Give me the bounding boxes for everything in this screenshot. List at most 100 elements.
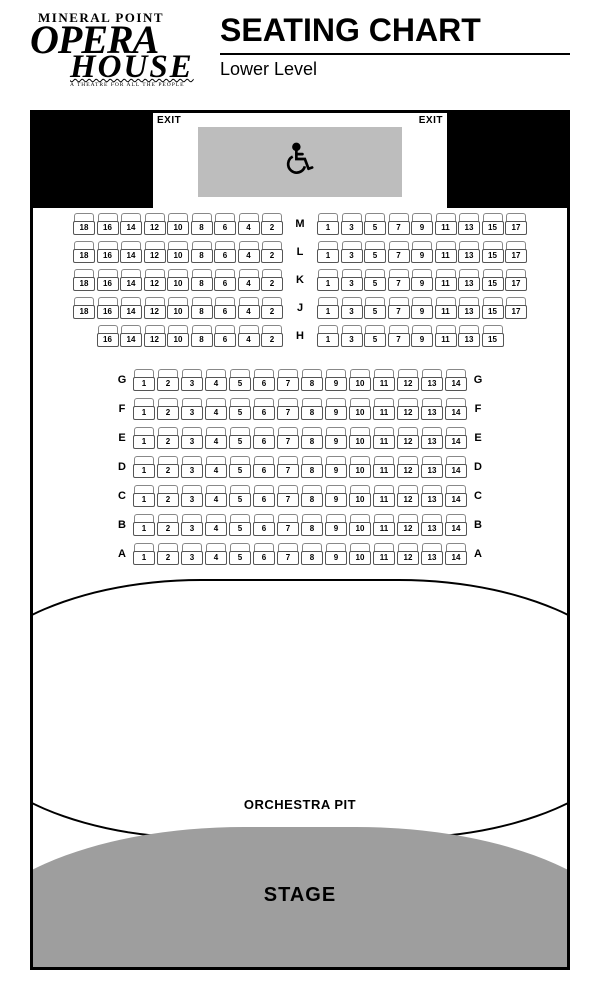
seat: 3 bbox=[341, 241, 363, 263]
seat-number: 3 bbox=[341, 249, 363, 263]
seat-number: 7 bbox=[277, 406, 299, 420]
seat: 7 bbox=[388, 297, 410, 319]
row-left-half: 18161412108642 bbox=[73, 269, 283, 291]
seat-number: 11 bbox=[435, 305, 457, 319]
seat-number: 13 bbox=[458, 249, 480, 263]
seat-number: 5 bbox=[229, 522, 251, 536]
top-left-block bbox=[33, 113, 153, 208]
seat-number: 7 bbox=[277, 464, 299, 478]
seat-number: 3 bbox=[181, 551, 203, 565]
seat-number: 13 bbox=[421, 435, 443, 449]
seat-number: 13 bbox=[421, 522, 443, 536]
seat-number: 11 bbox=[373, 406, 395, 420]
seat-number: 1 bbox=[133, 377, 155, 391]
seat: 3 bbox=[341, 269, 363, 291]
seat-number: 4 bbox=[238, 221, 260, 235]
seat: 3 bbox=[341, 325, 363, 347]
seat-number: 14 bbox=[445, 464, 467, 478]
seat: 11 bbox=[435, 325, 457, 347]
seat-number: 3 bbox=[341, 305, 363, 319]
seat: 12 bbox=[144, 241, 166, 263]
seat-number: 9 bbox=[411, 305, 433, 319]
seat-row: A1234567891011121314A bbox=[115, 543, 485, 565]
row-label: K bbox=[293, 274, 307, 286]
seat-row: 18161412108642J1357911131517 bbox=[73, 297, 527, 319]
row-left-half: 18161412108642 bbox=[73, 213, 283, 235]
seat-number: 12 bbox=[397, 377, 419, 391]
seat: 4 bbox=[238, 213, 260, 235]
seat: 11 bbox=[373, 427, 395, 449]
seat-number: 4 bbox=[205, 464, 227, 478]
seat-number: 15 bbox=[482, 249, 504, 263]
seats-container: 18161412108642M1357911131517181614121086… bbox=[33, 213, 567, 572]
seat-row: C1234567891011121314C bbox=[115, 485, 485, 507]
seat-number: 7 bbox=[388, 221, 410, 235]
seat: 2 bbox=[157, 485, 179, 507]
seat-number: 10 bbox=[349, 435, 371, 449]
seat-number: 5 bbox=[364, 221, 386, 235]
seat-number: 10 bbox=[349, 493, 371, 507]
seat: 11 bbox=[435, 297, 457, 319]
seat-number: 16 bbox=[97, 333, 119, 347]
seat-number: 5 bbox=[229, 406, 251, 420]
seat-number: 10 bbox=[349, 377, 371, 391]
seat-number: 14 bbox=[120, 333, 142, 347]
seat: 3 bbox=[181, 514, 203, 536]
seat: 12 bbox=[397, 543, 419, 565]
seat: 7 bbox=[277, 514, 299, 536]
seat-number: 8 bbox=[301, 551, 323, 565]
seat: 7 bbox=[388, 269, 410, 291]
seat: 5 bbox=[229, 514, 251, 536]
seat: 1 bbox=[133, 427, 155, 449]
seat: 13 bbox=[421, 543, 443, 565]
seat: 8 bbox=[301, 456, 323, 478]
row-seats: 1234567891011121314 bbox=[133, 485, 467, 507]
seat-number: 5 bbox=[364, 305, 386, 319]
seat-number: 8 bbox=[191, 221, 213, 235]
seat: 6 bbox=[253, 456, 275, 478]
seat-number: 1 bbox=[317, 221, 339, 235]
seat: 6 bbox=[253, 485, 275, 507]
seat-number: 13 bbox=[421, 377, 443, 391]
seat: 1 bbox=[317, 213, 339, 235]
seat: 16 bbox=[97, 269, 119, 291]
seat: 8 bbox=[301, 485, 323, 507]
seat-number: 16 bbox=[97, 277, 119, 291]
seat-number: 18 bbox=[73, 305, 95, 319]
seat-number: 12 bbox=[144, 249, 166, 263]
seat-number: 8 bbox=[301, 377, 323, 391]
seat: 6 bbox=[253, 398, 275, 420]
seat: 11 bbox=[373, 369, 395, 391]
seat: 8 bbox=[191, 241, 213, 263]
seat-number: 6 bbox=[253, 464, 275, 478]
seat: 1 bbox=[317, 241, 339, 263]
seat: 3 bbox=[181, 456, 203, 478]
seat-number: 8 bbox=[301, 406, 323, 420]
seat-number: 5 bbox=[229, 435, 251, 449]
row-seats: 1234567891011121314 bbox=[133, 514, 467, 536]
seat-number: 12 bbox=[397, 406, 419, 420]
seat-row: 161412108642H13579111315 bbox=[97, 325, 504, 347]
seat-number: 3 bbox=[181, 522, 203, 536]
seat: 14 bbox=[445, 543, 467, 565]
row-label: C bbox=[115, 490, 129, 502]
seat-number: 9 bbox=[325, 435, 347, 449]
seat-number: 6 bbox=[214, 221, 236, 235]
seat: 8 bbox=[301, 369, 323, 391]
seat: 5 bbox=[364, 297, 386, 319]
row-seats: 1234567891011121314 bbox=[133, 398, 467, 420]
seat-number: 9 bbox=[325, 551, 347, 565]
seat: 10 bbox=[349, 456, 371, 478]
seat: 14 bbox=[445, 456, 467, 478]
seat: 9 bbox=[325, 427, 347, 449]
seat: 10 bbox=[167, 213, 189, 235]
seat-number: 5 bbox=[229, 464, 251, 478]
seat: 16 bbox=[97, 297, 119, 319]
seat-number: 12 bbox=[144, 221, 166, 235]
title-block: SEATING CHART Lower Level bbox=[220, 12, 570, 80]
seat-number: 13 bbox=[458, 277, 480, 291]
seat: 2 bbox=[157, 456, 179, 478]
seat-number: 5 bbox=[364, 333, 386, 347]
seat: 7 bbox=[277, 543, 299, 565]
seat: 7 bbox=[388, 325, 410, 347]
